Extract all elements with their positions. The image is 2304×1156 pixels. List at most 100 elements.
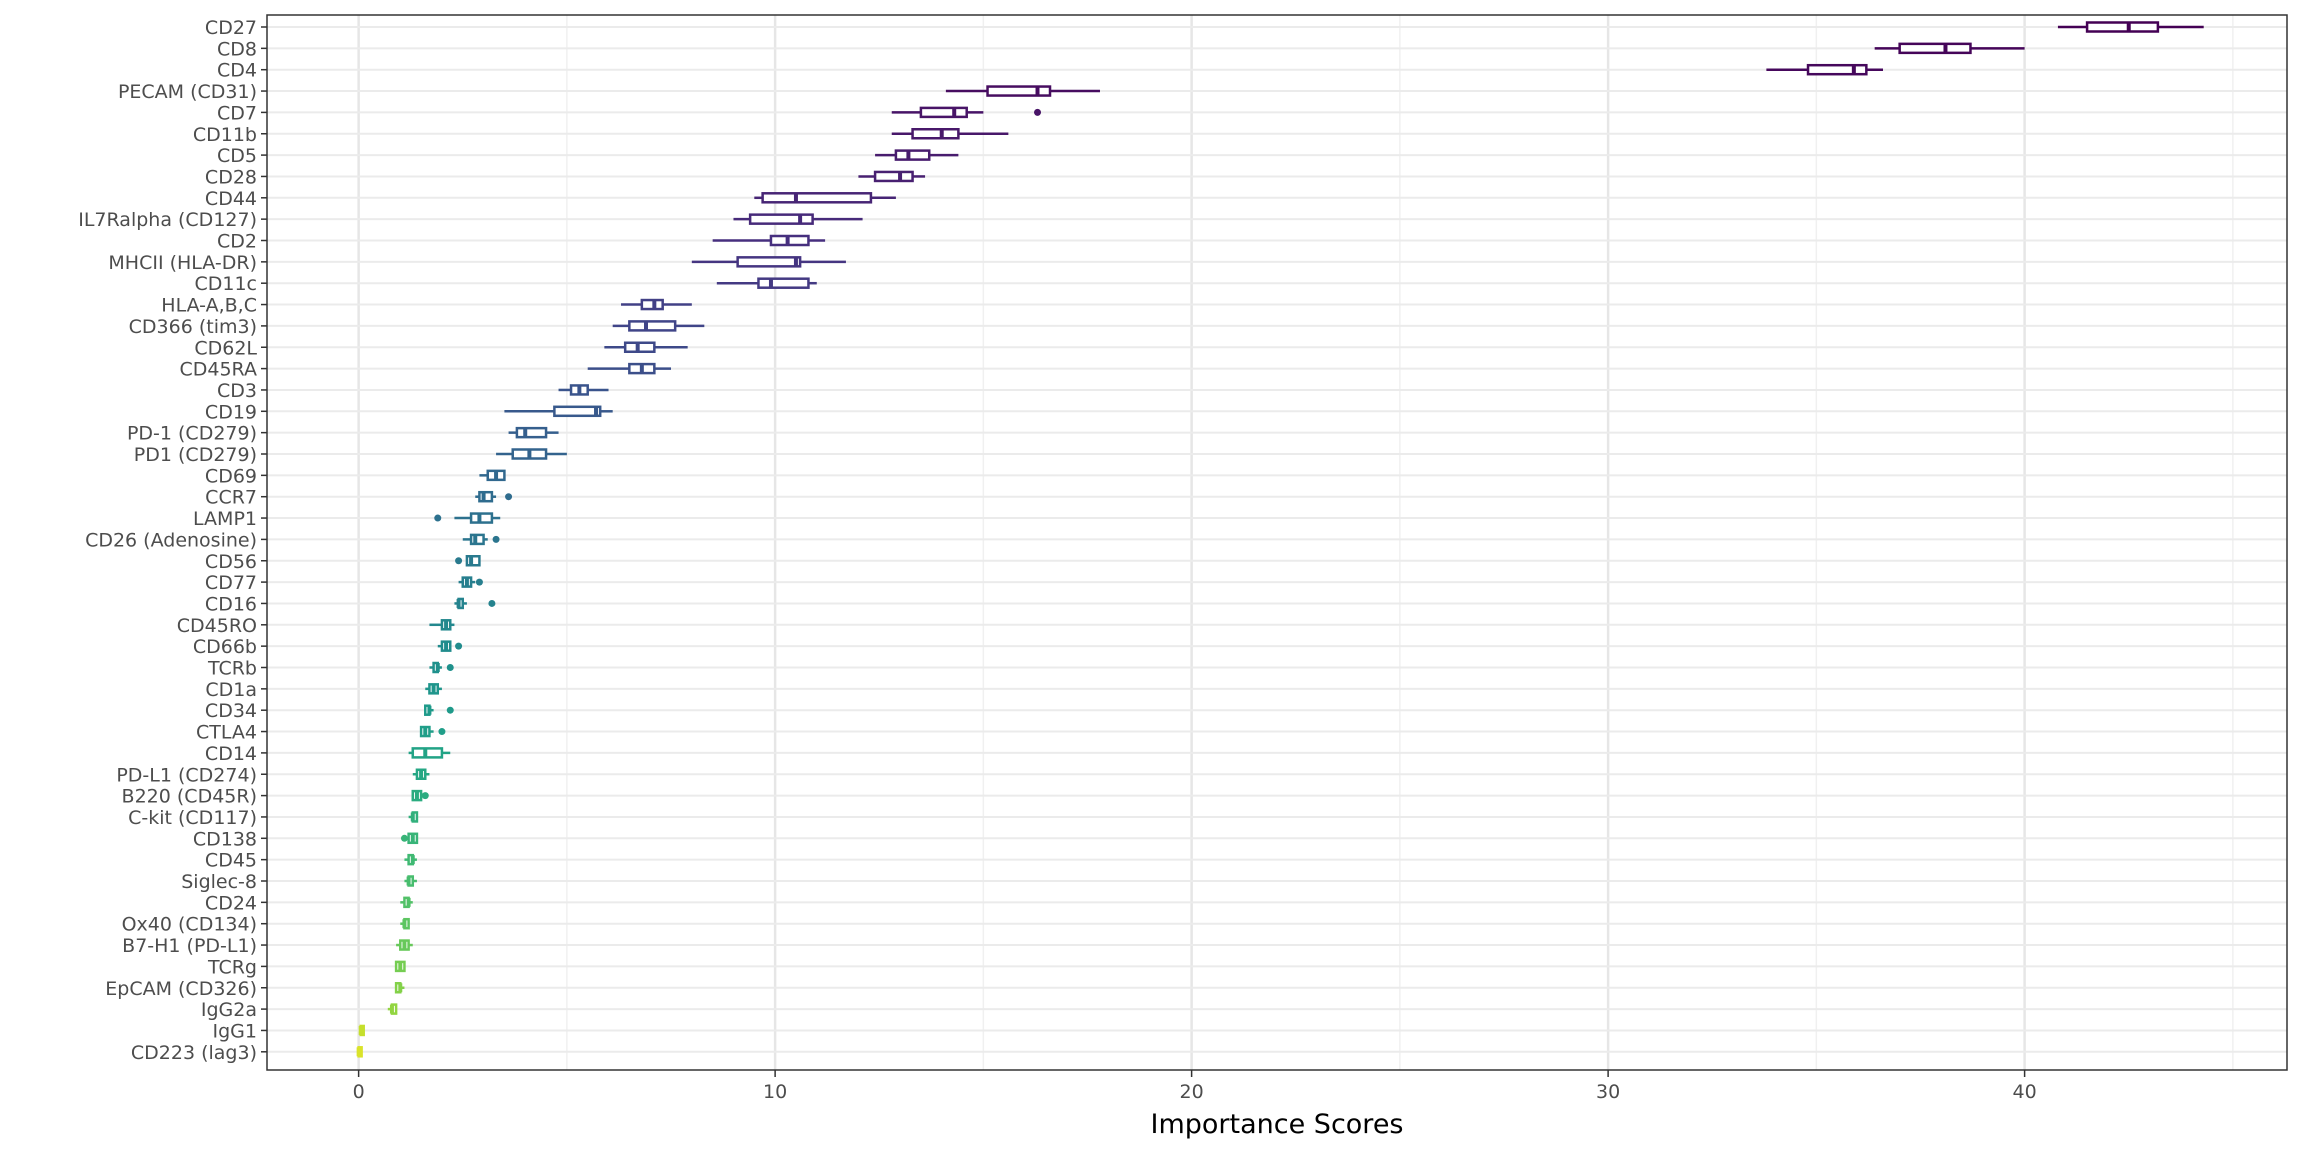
boxplot-item	[458, 576, 483, 588]
y-tick-label: PD1 (CD279)	[134, 444, 257, 466]
y-tick-label: B220 (CD45R)	[122, 786, 257, 808]
boxplot-item	[394, 960, 406, 973]
boxplot-item	[454, 597, 496, 610]
y-tick-label: CD2	[217, 231, 257, 253]
boxplot-item	[425, 683, 442, 695]
y-tick-label: CD77	[205, 572, 257, 594]
boxplot-item	[716, 277, 817, 289]
x-axis: 0 10 20 30 40	[353, 1070, 2037, 1103]
y-tick-label: CD56	[205, 551, 257, 573]
boxplot-item	[891, 106, 1042, 119]
boxplot-item	[429, 619, 455, 631]
y-tick-label: CCR7	[205, 487, 257, 509]
y-tick-label: PD-1 (CD279)	[127, 423, 257, 445]
box-iqr	[757, 277, 810, 289]
boxplot-item	[434, 512, 501, 524]
boxplot-item	[875, 149, 959, 161]
boxplot-item	[455, 555, 481, 567]
y-tick-label: CD1a	[205, 679, 257, 701]
x-tick-label: 30	[1596, 1081, 1620, 1103]
boxplot-item	[891, 128, 1009, 140]
y-tick-label: CD4	[217, 60, 257, 82]
boxplot-item	[475, 490, 513, 503]
y-tick-label: CTLA4	[196, 722, 257, 744]
x-tick-label: 0	[353, 1081, 365, 1103]
box-iqr	[640, 298, 664, 311]
y-tick-label: CD28	[205, 166, 257, 188]
box-iqr	[469, 533, 485, 546]
outlier-point	[438, 728, 446, 736]
outlier-point	[488, 599, 496, 607]
outlier-point	[505, 493, 513, 501]
y-tick-label: CD66b	[193, 636, 257, 658]
boxplot-item	[400, 896, 413, 909]
outlier-point	[434, 514, 442, 522]
y-tick-label: CD223 (lag3)	[131, 1042, 257, 1064]
boxplot-item	[419, 725, 446, 738]
y-tick-label: CD24	[205, 892, 257, 914]
boxplot-item	[437, 640, 463, 652]
x-tick-label: 10	[763, 1081, 787, 1103]
y-tick-label: CD26 (Adenosine)	[85, 529, 257, 551]
box-iqr	[469, 512, 494, 524]
boxplot-item	[1874, 42, 2025, 55]
box-iqr	[894, 149, 931, 161]
y-tick-label: CD45RO	[177, 615, 257, 637]
y-tick-label: LAMP1	[193, 508, 257, 530]
box-iqr	[628, 320, 677, 332]
y-tick-label: Siglec-8	[181, 871, 257, 893]
outlier-point	[455, 557, 463, 565]
boxplot-item	[496, 448, 567, 460]
outlier-point	[400, 834, 408, 842]
boxplot-item	[394, 982, 405, 994]
y-tick-label: IgG2a	[201, 999, 257, 1021]
boxplot-item	[412, 768, 430, 780]
y-tick-label: CD11b	[193, 124, 257, 146]
boxplot-item	[612, 320, 705, 332]
y-tick-label: CD34	[205, 700, 257, 722]
y-tick-label: CD62L	[194, 337, 257, 359]
box-iqr	[1806, 63, 1868, 76]
boxplot-item	[587, 362, 671, 375]
y-tick-label: CD14	[205, 743, 257, 765]
outlier-point	[1034, 108, 1042, 116]
y-tick-label: CD45	[205, 850, 257, 872]
x-axis-title: Importance Scores	[1151, 1109, 1404, 1140]
y-tick-label: C-kit (CD117)	[128, 807, 257, 829]
boxplot-item	[604, 341, 688, 353]
y-tick-label: CD5	[217, 145, 257, 167]
y-tick-label: CD44	[205, 188, 257, 210]
y-tick-label: EpCAM (CD326)	[105, 978, 257, 1000]
y-tick-label: IgG1	[213, 1020, 257, 1042]
boxplot-item	[404, 875, 417, 887]
boxplot-item	[396, 939, 413, 951]
y-tick-label: CD45RA	[179, 359, 257, 381]
boxplot-item	[408, 747, 451, 759]
box-iqr	[761, 192, 873, 204]
outlier-point	[446, 706, 454, 714]
y-tick-label: MHCII (HLA-DR)	[108, 252, 257, 274]
box-iqr	[736, 256, 802, 268]
box-iqr	[769, 234, 810, 247]
box-iqr	[2085, 21, 2160, 33]
box-iqr	[465, 555, 481, 567]
boxplot-item	[387, 1003, 398, 1015]
boxplot-item	[508, 426, 559, 439]
x-tick-label: 20	[1180, 1081, 1204, 1103]
plot-panel-border	[266, 14, 2288, 1071]
outlier-point	[475, 578, 483, 586]
boxplot-item	[408, 811, 419, 823]
outlier-point	[455, 642, 463, 650]
box-layer	[356, 21, 2204, 1058]
y-tick-label: HLA-A,B,C	[161, 295, 257, 317]
boxplot-item	[945, 85, 1100, 97]
boxplot-item	[479, 469, 506, 482]
box-iqr	[411, 747, 444, 759]
y-tick-label: TCRg	[207, 956, 257, 978]
y-tick-label: CD7	[217, 102, 257, 124]
box-iqr	[478, 490, 494, 503]
box-iqr	[873, 170, 914, 183]
boxplot-item	[691, 256, 846, 268]
